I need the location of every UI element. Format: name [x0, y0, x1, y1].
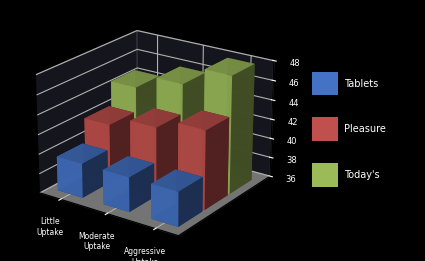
Bar — [312, 72, 338, 95]
Text: Tablets: Tablets — [344, 79, 378, 88]
Bar — [312, 117, 338, 141]
Text: Pleasure: Pleasure — [344, 124, 386, 134]
Text: Today's: Today's — [344, 170, 380, 180]
Bar — [312, 163, 338, 187]
